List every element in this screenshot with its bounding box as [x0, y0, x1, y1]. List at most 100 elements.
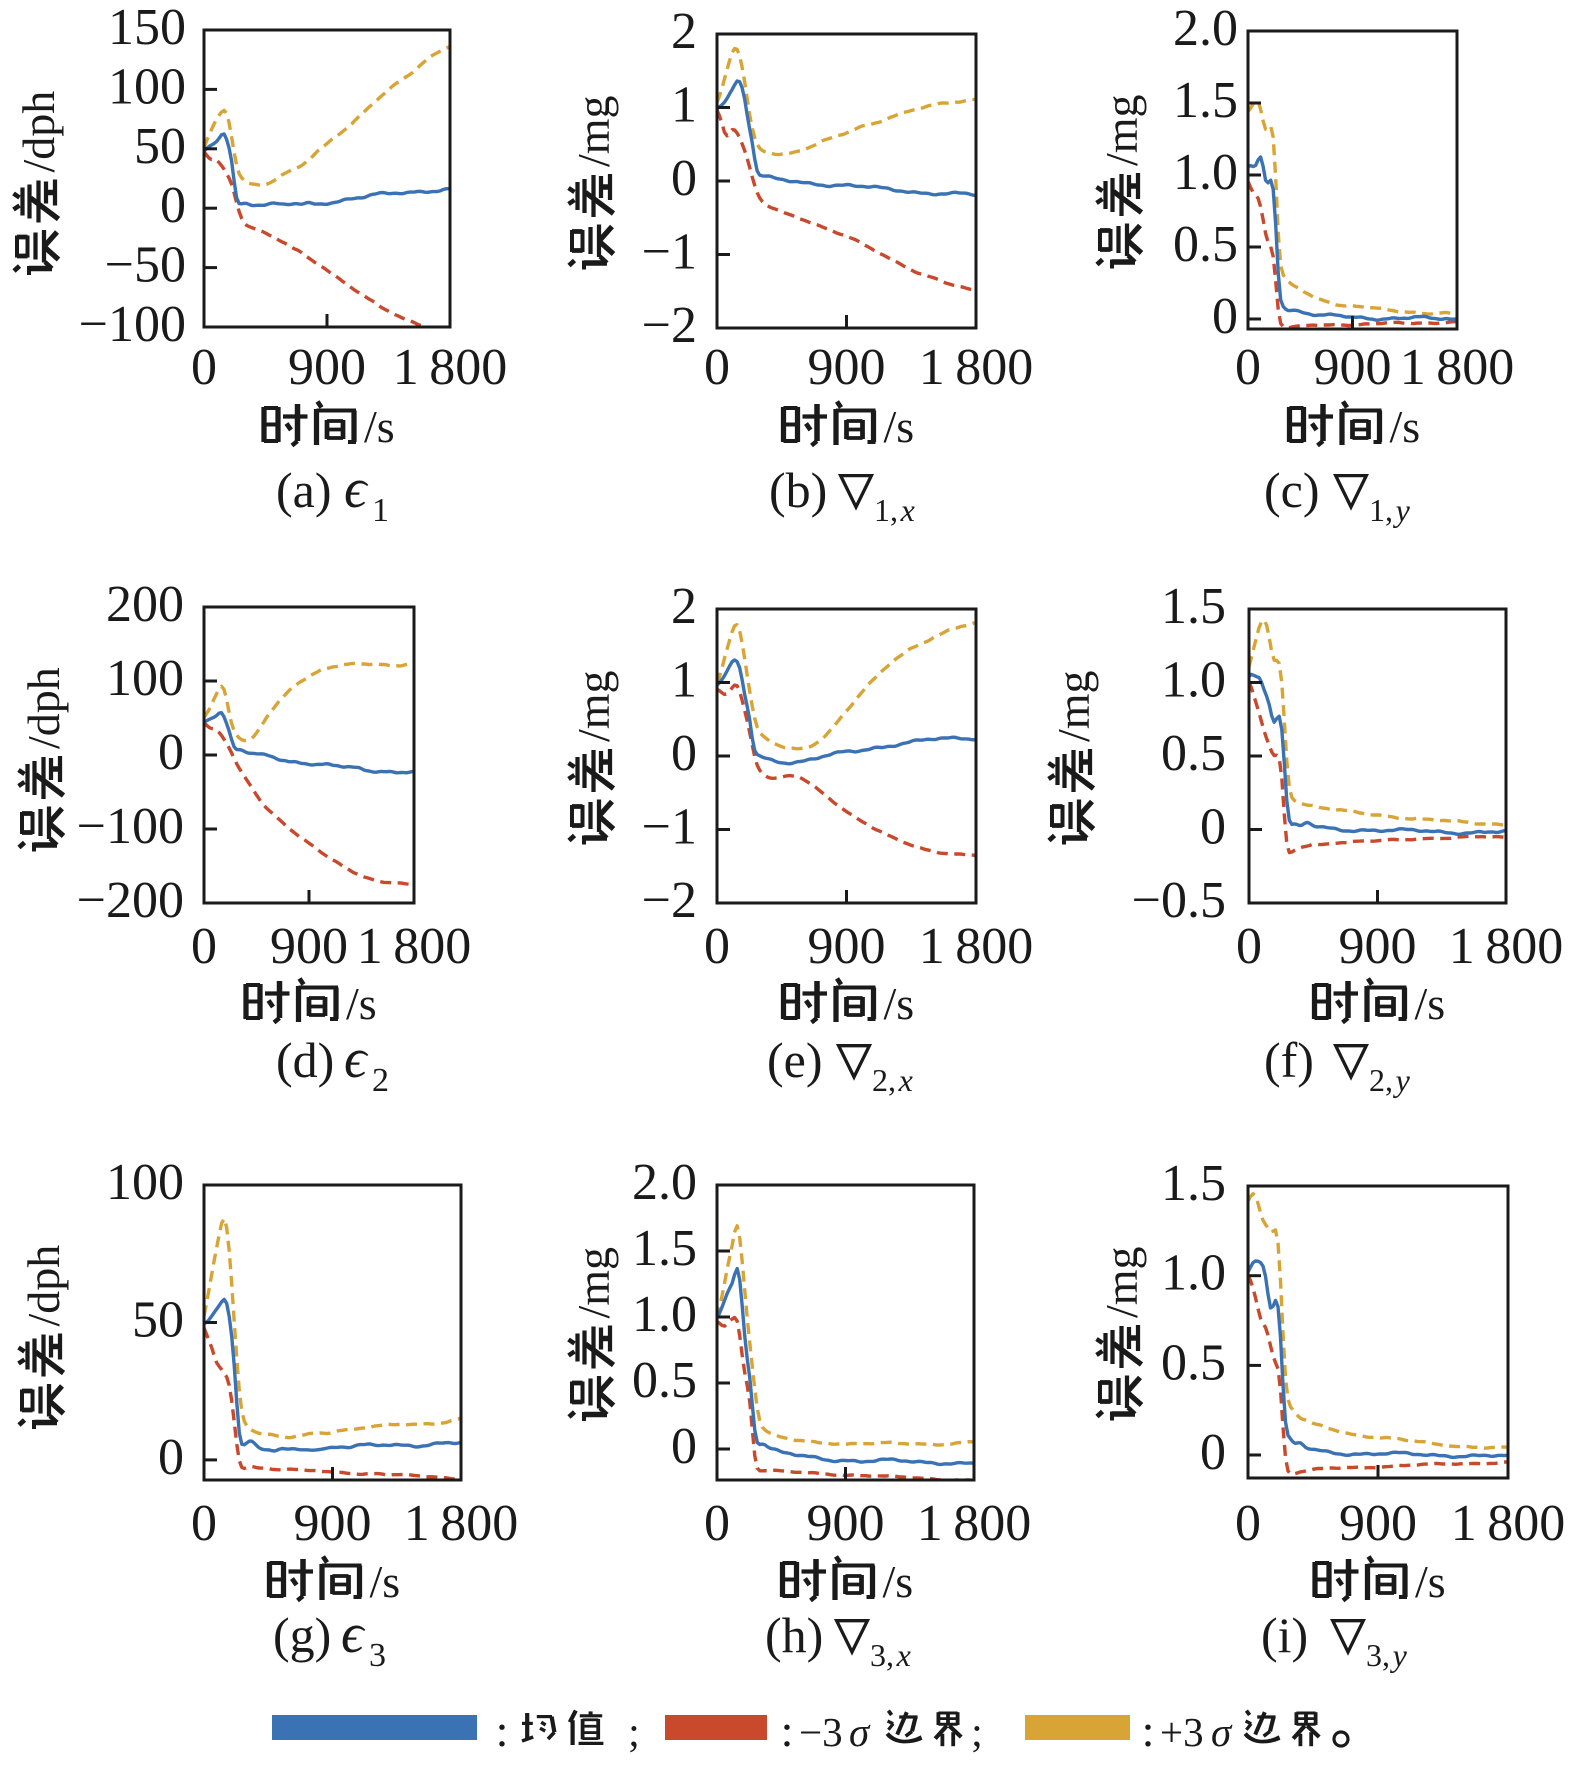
svg-text:0: 0: [1212, 288, 1238, 345]
svg-text:0: 0: [704, 339, 730, 396]
svg-text::: :: [1142, 1705, 1155, 1756]
svg-text:0: 0: [191, 339, 217, 396]
svg-text:900: 900: [1339, 1495, 1417, 1552]
svg-text:1 800: 1 800: [1451, 1495, 1565, 1552]
svg-text:150: 150: [108, 0, 186, 56]
svg-text:0: 0: [158, 724, 184, 781]
svg-text:900: 900: [1314, 339, 1392, 396]
svg-text:1 800: 1 800: [919, 339, 1033, 396]
svg-text:(g): (g): [273, 1607, 331, 1663]
svg-text:0: 0: [704, 1495, 730, 1552]
svg-text:−2: −2: [642, 872, 697, 929]
svg-text:0: 0: [191, 918, 217, 975]
svg-text:−100: −100: [79, 296, 186, 353]
svg-text:0: 0: [1235, 1495, 1261, 1552]
svg-text:0: 0: [1200, 1424, 1226, 1481]
svg-text:/dph: /dph: [18, 1245, 69, 1327]
svg-text:1: 1: [671, 77, 697, 134]
svg-text:0: 0: [160, 177, 186, 234]
svg-text:−3: −3: [799, 1709, 843, 1755]
svg-text:0.5: 0.5: [1161, 1334, 1226, 1391]
svg-text:/s: /s: [1415, 978, 1446, 1029]
svg-text:1 800: 1 800: [1400, 339, 1514, 396]
svg-text:/s: /s: [1415, 1556, 1446, 1607]
svg-text:2: 2: [372, 1062, 389, 1099]
svg-text:1 800: 1 800: [357, 918, 471, 975]
svg-text:200: 200: [106, 576, 184, 633]
svg-text:(i): (i): [1261, 1607, 1308, 1663]
svg-text:100: 100: [108, 58, 186, 115]
svg-text:(h): (h): [765, 1607, 823, 1663]
svg-text:1, y: 1, y: [1369, 492, 1411, 528]
svg-text:/s: /s: [884, 978, 915, 1029]
svg-text:1 800: 1 800: [919, 918, 1033, 975]
svg-text:−50: −50: [105, 237, 186, 294]
svg-text:ϵ: ϵ: [344, 458, 369, 520]
svg-text:0: 0: [1235, 339, 1261, 396]
svg-text::: :: [781, 1705, 794, 1756]
svg-text:1.5: 1.5: [632, 1220, 697, 1277]
svg-text:1.0: 1.0: [1161, 1245, 1226, 1302]
svg-text:/dph: /dph: [13, 91, 64, 173]
svg-text:0: 0: [1236, 918, 1262, 975]
svg-text:/s: /s: [370, 1556, 401, 1607]
svg-text:900: 900: [807, 1495, 885, 1552]
svg-text:/s: /s: [883, 1556, 914, 1607]
svg-text:2.0: 2.0: [632, 1154, 697, 1211]
svg-text:3: 3: [369, 1637, 386, 1674]
svg-text:0: 0: [671, 150, 697, 207]
svg-text:50: 50: [134, 118, 186, 175]
svg-text:0: 0: [1200, 799, 1226, 856]
svg-text:0: 0: [191, 1495, 217, 1552]
svg-text:0.5: 0.5: [1173, 216, 1238, 273]
svg-text:−1: −1: [642, 799, 697, 856]
svg-text:(e): (e): [767, 1032, 823, 1088]
svg-text:900: 900: [808, 918, 886, 975]
svg-text:σ: σ: [849, 1709, 871, 1755]
svg-text:1.5: 1.5: [1161, 578, 1226, 635]
svg-text:2: 2: [671, 578, 697, 635]
svg-text:;: ;: [628, 1710, 640, 1756]
svg-text:2.0: 2.0: [1173, 0, 1238, 57]
svg-text:1: 1: [372, 492, 389, 529]
svg-text:900: 900: [270, 918, 348, 975]
svg-text:/dph: /dph: [18, 667, 69, 749]
svg-text:/s: /s: [1390, 401, 1421, 452]
svg-text:1 800: 1 800: [917, 1495, 1031, 1552]
svg-text:0: 0: [704, 918, 730, 975]
svg-text:1.5: 1.5: [1173, 72, 1238, 129]
svg-text:1.5: 1.5: [1161, 1155, 1226, 1212]
svg-text:−100: −100: [77, 798, 184, 855]
svg-text:−0.5: −0.5: [1132, 872, 1226, 929]
svg-text:50: 50: [132, 1292, 184, 1349]
svg-text:1.0: 1.0: [1161, 652, 1226, 709]
svg-text:0.5: 0.5: [632, 1352, 697, 1409]
svg-text:−200: −200: [77, 872, 184, 929]
svg-text:/s: /s: [346, 978, 377, 1029]
svg-text:ϵ: ϵ: [344, 1028, 369, 1090]
svg-text:σ: σ: [1211, 1709, 1233, 1755]
svg-text:0: 0: [671, 1418, 697, 1475]
svg-text:2, y: 2, y: [1369, 1062, 1411, 1098]
svg-text:/mg: /mg: [568, 95, 619, 167]
svg-text:1.0: 1.0: [1173, 144, 1238, 201]
svg-text:900: 900: [288, 339, 366, 396]
svg-text:1: 1: [671, 652, 697, 709]
svg-text:+3: +3: [1160, 1709, 1204, 1755]
svg-text:1 800: 1 800: [393, 339, 507, 396]
svg-text:0: 0: [158, 1429, 184, 1486]
svg-text:/mg: /mg: [568, 1247, 619, 1319]
svg-text:0.5: 0.5: [1161, 725, 1226, 782]
svg-text:3, x: 3, x: [870, 1637, 911, 1673]
svg-text:(f): (f): [1264, 1032, 1314, 1088]
svg-text:100: 100: [106, 650, 184, 707]
svg-text:(a): (a): [276, 462, 332, 518]
svg-text:−2: −2: [642, 297, 697, 354]
svg-text:3, y: 3, y: [1366, 1637, 1408, 1673]
svg-text:(b): (b): [769, 462, 827, 518]
svg-text:2, x: 2, x: [872, 1062, 913, 1098]
svg-text:2: 2: [671, 3, 697, 60]
svg-text:900: 900: [1339, 918, 1417, 975]
svg-text:1 800: 1 800: [404, 1495, 518, 1552]
svg-text:900: 900: [808, 339, 886, 396]
